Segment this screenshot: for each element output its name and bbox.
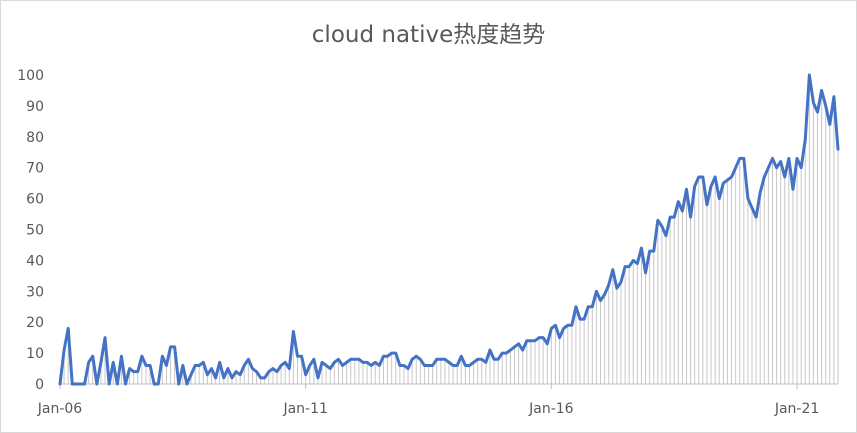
y-tick-label: 10: [26, 346, 44, 362]
y-tick-label: 90: [26, 99, 44, 115]
x-tick-label: Jan-16: [528, 401, 574, 417]
y-tick-label: 20: [26, 315, 44, 331]
drop-lines: [63, 75, 839, 384]
x-tick-label: Jan-21: [774, 401, 819, 417]
y-tick-label: 60: [26, 192, 44, 208]
y-tick-labels: 0 10 20 30 40 50 60 70 80 90 100: [17, 68, 44, 393]
x-tick-labels: Jan-06 Jan-11 Jan-16 Jan-21: [37, 401, 820, 417]
y-tick-label: 0: [35, 377, 44, 393]
x-tick-marks: [59, 384, 798, 389]
y-tick-label: 80: [26, 130, 44, 146]
y-tick-label: 70: [26, 161, 44, 177]
y-tick-label: 30: [26, 284, 44, 300]
y-tick-label: 40: [26, 253, 44, 269]
y-tick-label: 100: [17, 68, 44, 84]
series-line: [58, 73, 840, 386]
x-tick-label: Jan-06: [37, 401, 83, 417]
chart-title: cloud native热度趋势: [311, 22, 546, 48]
y-tick-label: 50: [26, 223, 44, 239]
x-tick-label: Jan-11: [282, 401, 327, 417]
